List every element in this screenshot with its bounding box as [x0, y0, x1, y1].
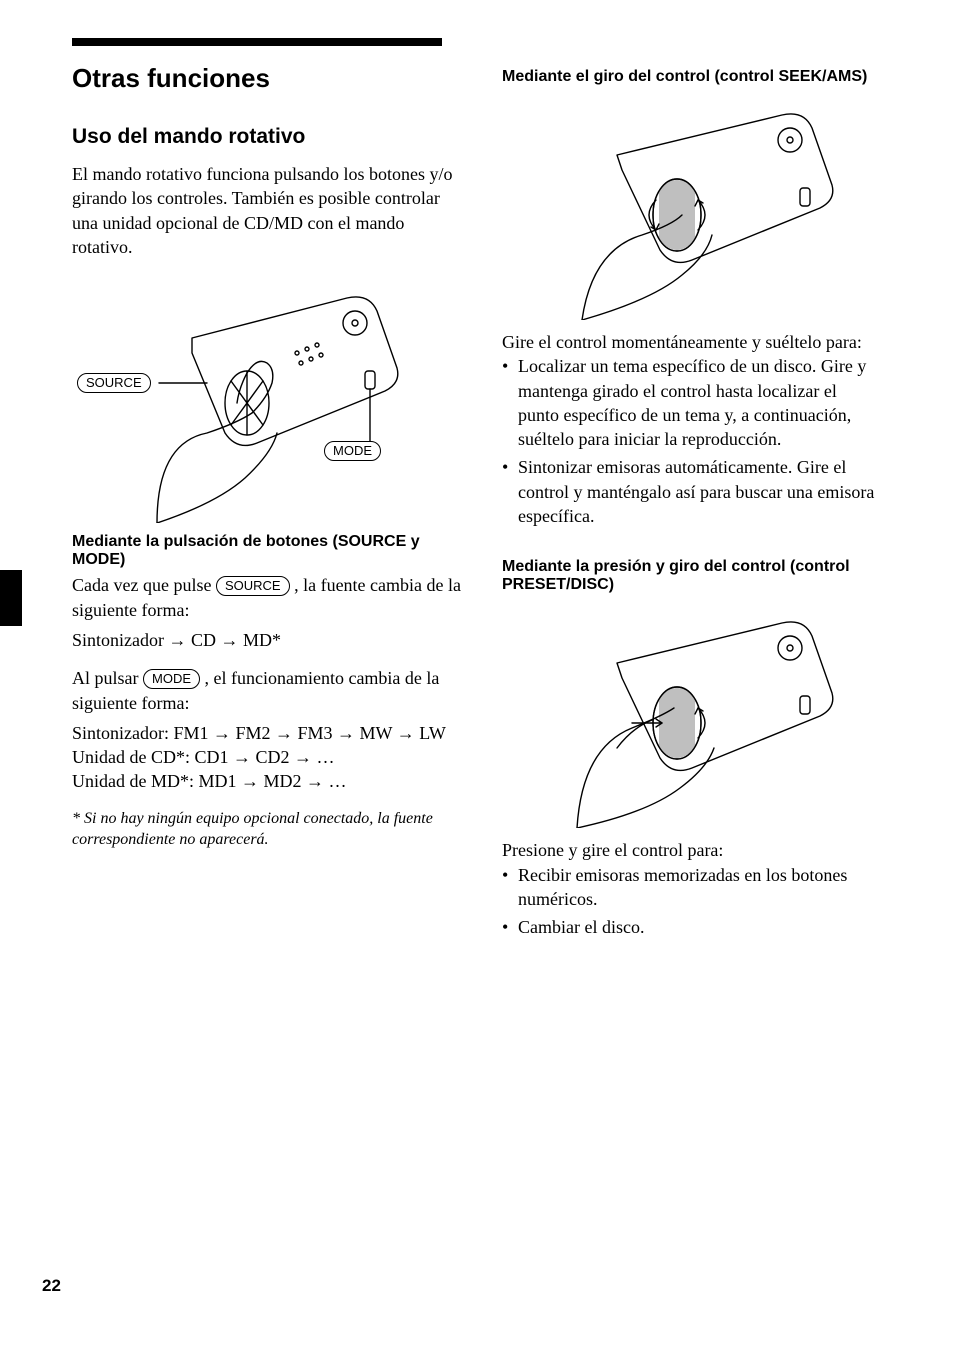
section-title: Otras funciones — [72, 64, 462, 94]
arrow-right-icon: → — [213, 723, 231, 743]
arrow-right-icon: → — [221, 630, 239, 650]
seq-item: … — [317, 747, 335, 767]
press-illustration — [97, 273, 437, 523]
seq-item: LW — [419, 723, 446, 743]
arrow-right-icon: → — [397, 723, 415, 743]
arrow-right-icon: → — [294, 747, 312, 767]
list-item: Cambiar el disco. — [502, 915, 882, 939]
left-column: Otras funciones Uso del mando rotativo E… — [72, 64, 462, 944]
arrow-right-icon: → — [233, 747, 251, 767]
seq-item: Sintonizador: FM1 — [72, 723, 209, 743]
arrow-right-icon: → — [306, 771, 324, 791]
text: Al pulsar — [72, 668, 143, 688]
source-callout-label: SOURCE — [77, 373, 151, 393]
mode-behavior-line: Al pulsar MODE , el funcionamiento cambi… — [72, 666, 462, 715]
mode-sequence: Sintonizador: FM1 → FM2 → FM3 → MW → LW … — [72, 721, 462, 794]
mode-seq-row: Unidad de MD*: MD1 → MD2 → … — [72, 769, 462, 793]
push-rotate-bullets: Recibir emisoras memorizadas en los boto… — [502, 863, 882, 940]
mode-seq-row: Unidad de CD*: CD1 → CD2 → … — [72, 745, 462, 769]
seq-item: CD — [191, 630, 216, 650]
press-section-heading: Mediante la pulsación de botones (SOURCE… — [72, 533, 462, 569]
seq-item: Sintonizador — [72, 630, 164, 650]
seq-item: CD2 — [256, 747, 290, 767]
text: Cada vez que pulse — [72, 575, 216, 595]
sidebar-tab — [0, 570, 22, 626]
list-item: Recibir emisoras memorizadas en los boto… — [502, 863, 882, 912]
intro-paragraph: El mando rotativo funciona pulsando los … — [72, 162, 462, 259]
page-number: 22 — [42, 1276, 61, 1296]
figure-rotate-control — [502, 100, 882, 320]
seq-item: MD2 — [264, 771, 302, 791]
mode-callout-label: MODE — [324, 441, 381, 461]
push-rotate-illustration — [522, 608, 862, 828]
source-pill-icon: SOURCE — [216, 576, 290, 596]
push-rotate-intro: Presione y gire el control para: — [502, 838, 882, 862]
arrow-right-icon: → — [337, 723, 355, 743]
source-behavior-line: Cada vez que pulse SOURCE , la fuente ca… — [72, 573, 462, 622]
seq-item: MD* — [243, 630, 281, 650]
seq-item: FM3 — [298, 723, 333, 743]
push-rotate-section-heading: Mediante la presión y giro del control (… — [502, 558, 882, 594]
source-sequence: Sintonizador → CD → MD* — [72, 628, 462, 652]
subsection-title: Uso del mando rotativo — [72, 124, 462, 150]
rotate-bullets: Localizar un tema específico de un disco… — [502, 354, 882, 528]
seq-item: FM2 — [236, 723, 271, 743]
figure-push-rotate-control — [502, 608, 882, 828]
page: Otras funciones Uso del mando rotativo E… — [0, 0, 954, 1352]
top-rule — [72, 38, 442, 46]
arrow-right-icon: → — [241, 771, 259, 791]
seq-item: MW — [360, 723, 393, 743]
figure-press-buttons: SOURCE MODE — [72, 273, 462, 523]
footnote: * Si no hay ningún equipo opcional conec… — [72, 808, 462, 851]
seq-item: Unidad de CD*: CD1 — [72, 747, 229, 767]
arrow-right-icon: → — [275, 723, 293, 743]
right-column: Mediante el giro del control (control SE… — [502, 64, 882, 944]
rotate-intro: Gire el control momentáneamente y suélte… — [502, 330, 882, 354]
list-item: Localizar un tema específico de un disco… — [502, 354, 882, 451]
arrow-right-icon: → — [169, 630, 187, 650]
two-column-layout: Otras funciones Uso del mando rotativo E… — [72, 64, 882, 944]
list-item: Sintonizar emisoras automáticamente. Gir… — [502, 455, 882, 528]
seq-item: … — [329, 771, 347, 791]
seq-item: Unidad de MD*: MD1 — [72, 771, 237, 791]
mode-seq-row: Sintonizador: FM1 → FM2 → FM3 → MW → LW — [72, 721, 462, 745]
mode-pill-icon: MODE — [143, 669, 200, 689]
rotate-illustration — [522, 100, 862, 320]
rotate-section-heading: Mediante el giro del control (control SE… — [502, 68, 882, 86]
